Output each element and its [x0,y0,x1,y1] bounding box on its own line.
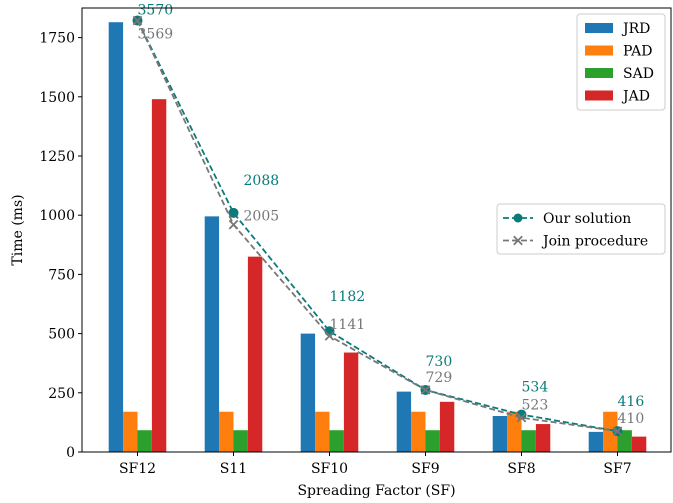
data-label-join-procedure: 2005 [244,209,280,225]
bar-pad-sf12 [123,411,138,452]
x-tick-label: SF8 [507,461,535,477]
bar-jrd-sf10 [300,333,316,452]
bar-sad-sf9 [425,430,440,452]
y-tick-label: 1250 [39,149,75,165]
data-label-our-solution: 3570 [138,3,174,19]
bar-pad-s11 [219,411,234,452]
marker-our-solution-1 [228,207,239,218]
line-join-procedure [136,20,618,433]
bar-jad-sf12 [151,99,167,453]
bar-jad-s11 [247,256,263,452]
data-label-our-solution: 730 [426,354,453,370]
bar-jad-sf8 [535,424,551,452]
marker-join-procedure-3 [420,385,431,395]
x-axis-label: Spreading Factor (SF) [297,483,455,499]
bar-jad-sf10 [343,352,359,452]
data-label-join-procedure: 729 [426,370,453,386]
marker-join-procedure-1 [228,219,239,230]
data-label-our-solution: 416 [618,394,645,410]
data-label-join-procedure: 1141 [330,317,366,333]
y-tick-label: 500 [48,327,75,343]
x-tick-label: S11 [220,461,247,477]
bar-jad-sf9 [439,401,455,452]
marker-join-procedure-2 [324,331,335,341]
bar-pad-sf7 [603,411,618,452]
x-tick-label: SF9 [411,461,439,477]
legend-label-our-solution: Our solution [543,211,631,227]
data-label-join-procedure: 410 [618,411,645,427]
x-tick-label: SF10 [311,461,348,477]
bar-pad-sf9 [411,411,426,452]
legend-swatch-sad [585,68,613,78]
bar-jrd-sf7 [588,431,604,452]
data-label-our-solution: 2088 [244,173,280,189]
y-tick-label: 0 [66,445,75,461]
bar-jrd-sf8 [492,416,508,452]
y-tick-label: 750 [48,267,75,283]
y-tick-label: 1500 [39,90,75,106]
plot-frame [81,7,672,453]
legend-label-jrd: JRD [621,21,650,37]
y-tick-label: 1000 [39,208,75,224]
bar-pad-sf10 [315,411,330,452]
legend-marker-join-procedure [513,235,523,246]
data-label-join-procedure: 523 [522,398,549,414]
data-label-our-solution: 534 [522,380,549,396]
legend-marker-our-solution [513,213,523,223]
data-label-our-solution: 1182 [330,289,366,305]
legend-bars [576,13,666,111]
marker-join-procedure-4 [516,412,527,423]
x-tick-label: SF12 [119,461,156,477]
y-tick-label: 1750 [39,31,75,47]
data-label-join-procedure: 3569 [138,27,174,43]
legend-swatch-jad [585,90,613,101]
legend-label-jad: JAD [621,89,650,105]
bar-sad-s11 [233,430,248,452]
marker-join-procedure-0 [132,15,143,26]
bar-jrd-sf9 [396,391,412,452]
y-axis-label: Time (ms) [10,194,26,265]
bar-sad-sf12 [137,430,152,452]
legend-label-sad: SAD [623,66,654,82]
legend-label-join-procedure: Join procedure [541,234,648,250]
marker-join-procedure-5 [612,426,623,436]
legend-lines [496,203,666,255]
legend-swatch-pad [585,45,613,56]
y-tick-label: 250 [48,386,75,402]
x-tick-label: SF7 [603,461,631,477]
line-our-solution [136,20,618,433]
bar-sad-sf8 [521,430,536,452]
bar-sad-sf10 [329,430,344,452]
legend-label-pad: PAD [623,44,652,60]
bar-jrd-sf12 [108,22,124,453]
legend-swatch-jrd [585,23,613,33]
bar-jrd-s11 [204,216,220,452]
bar-jad-sf7 [631,436,647,452]
